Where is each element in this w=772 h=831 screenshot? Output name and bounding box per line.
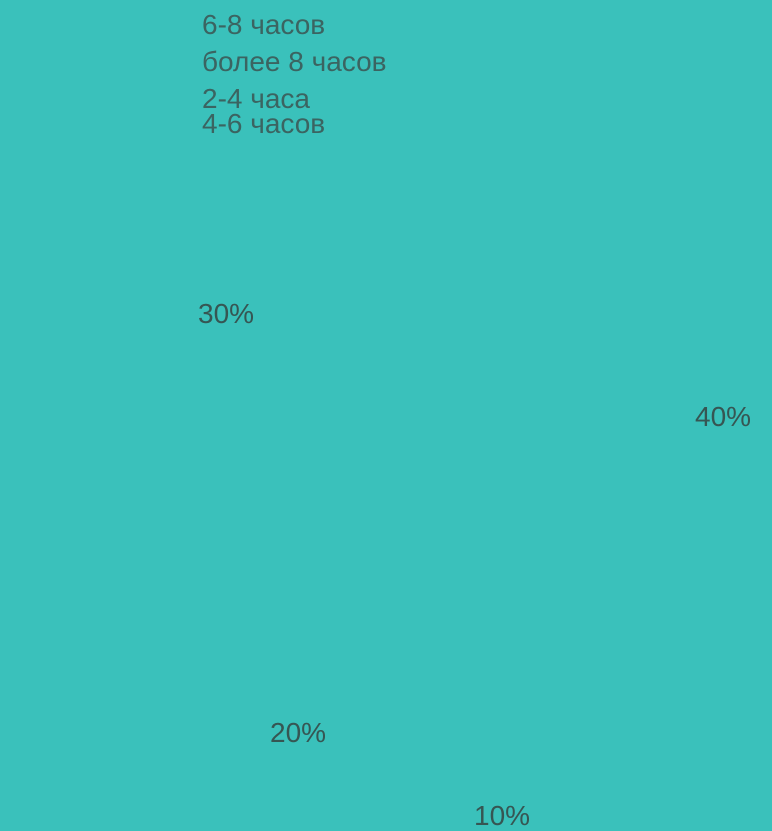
legend-item-2-4-hours: 2-4 часа: [202, 83, 310, 114]
legend-item-4-6-hours: 4-6 часов: [202, 108, 326, 139]
data-label-10-percent: 10%: [474, 800, 531, 831]
data-label-30-percent: 30%: [198, 298, 255, 329]
legend-item-6-8-hours: 6-8 часов: [202, 9, 326, 40]
data-label-40-percent: 40%: [695, 401, 752, 432]
data-label-20-percent: 20%: [270, 717, 327, 748]
legend-item-over-8-hours: более 8 часов: [202, 46, 387, 77]
